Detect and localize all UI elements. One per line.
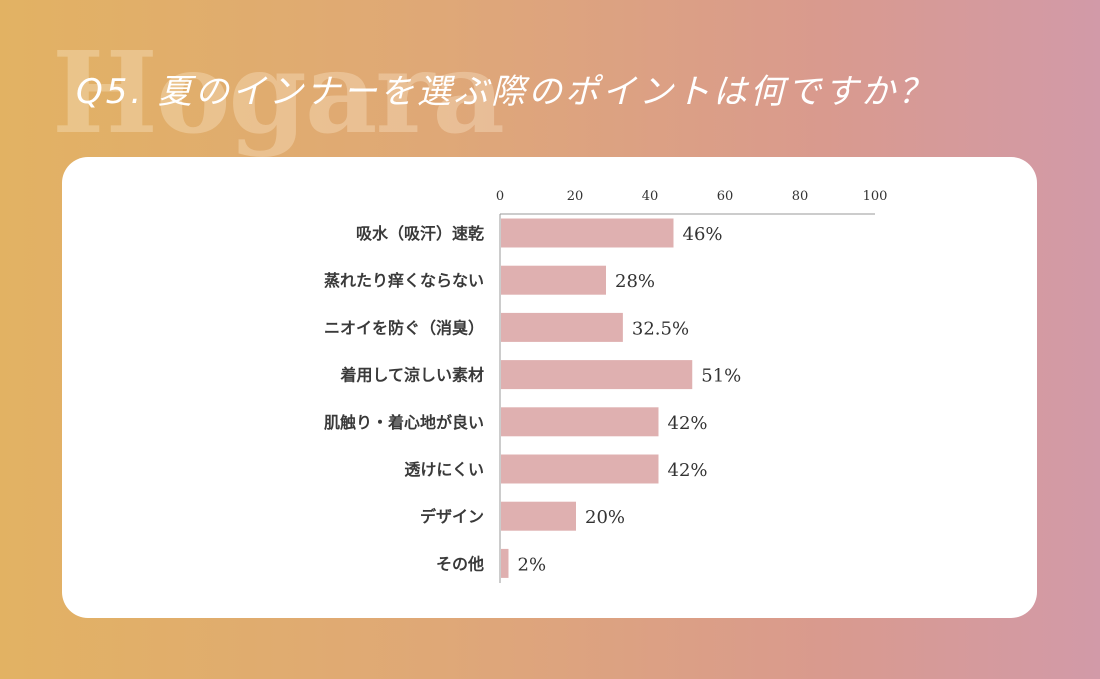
value-label: 46%: [683, 224, 723, 245]
bar: [501, 360, 693, 390]
category-label: ニオイを防ぐ（消臭）: [324, 318, 484, 337]
bar: [501, 501, 576, 531]
bar-chart: 0 20 40 60 80 100 吸水（吸汗）速乾 46% 蒸れたり痒くならない 28% ニオイを…: [324, 189, 888, 583]
category-label: 蒸れたり痒くならない: [324, 271, 484, 290]
chart-card: 0 20 40 60 80 100 吸水（吸汗）速乾 46% 蒸れたり痒くならない 28% ニオイを…: [62, 157, 1037, 618]
category-label: その他: [436, 554, 484, 573]
bar: [501, 312, 623, 342]
x-tick-label: 0: [496, 189, 504, 204]
x-tick-label: 60: [717, 189, 734, 204]
bar: [501, 548, 509, 578]
bar: [501, 454, 659, 484]
value-label: 42%: [668, 413, 708, 434]
bar: [501, 407, 659, 437]
value-label: 51%: [701, 366, 741, 387]
brand-watermark: Hogara: [52, 28, 505, 159]
category-label: 肌触り・着心地が良い: [324, 413, 484, 432]
value-label: 28%: [615, 271, 655, 292]
chart-title: Q5. 夏のインナーを選ぶ際のポイントは何ですか？: [76, 72, 936, 112]
category-label: 着用して涼しい素材: [339, 366, 484, 385]
category-label: デザイン: [420, 507, 484, 526]
bar: [501, 265, 606, 295]
x-tick-label: 40: [642, 189, 659, 204]
x-tick-label: 80: [792, 189, 809, 204]
value-label: 42%: [668, 460, 708, 481]
category-label: 透けにくい: [404, 460, 484, 479]
x-tick-label: 100: [863, 189, 888, 204]
value-label: 2%: [518, 554, 547, 575]
x-tick-label: 20: [567, 189, 584, 204]
value-label: 32.5%: [632, 318, 689, 339]
category-label: 吸水（吸汗）速乾: [356, 224, 484, 243]
bar: [501, 218, 674, 248]
value-label: 20%: [585, 507, 625, 528]
